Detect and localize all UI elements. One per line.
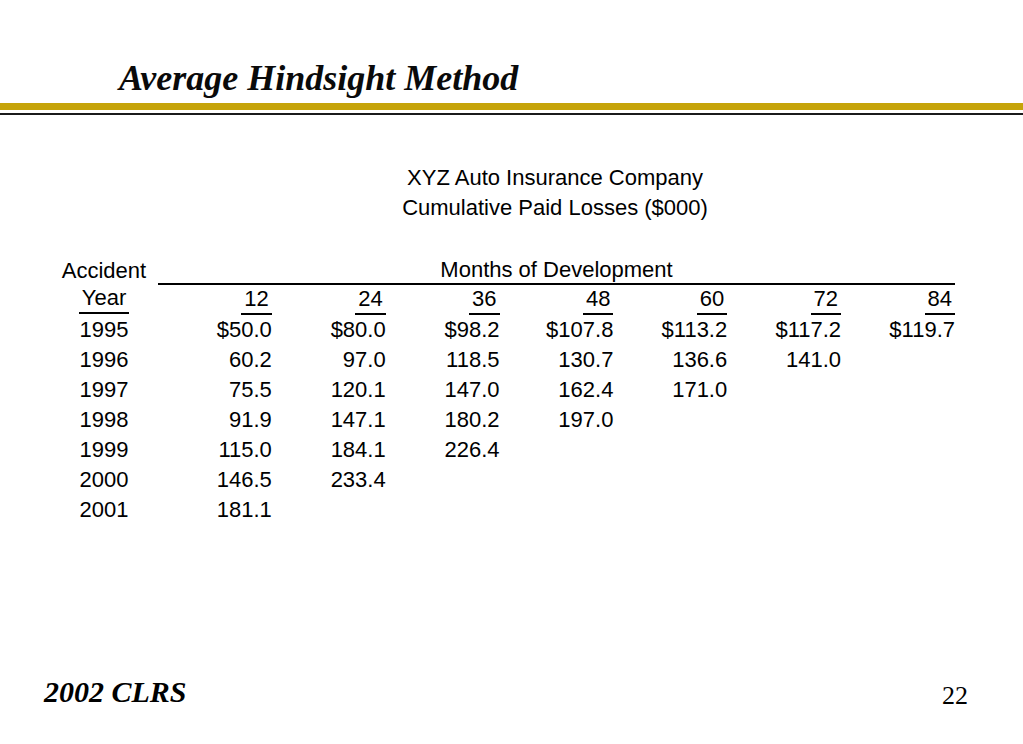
value-cell — [727, 435, 841, 465]
value-cell — [613, 435, 727, 465]
value-cell: $107.8 — [500, 315, 614, 345]
value-cell: 147.0 — [386, 375, 500, 405]
value-cell: 141.0 — [727, 345, 841, 375]
table-row: 1996 60.2 97.0 118.5 130.7 136.6 141.0 — [50, 345, 955, 375]
value-cell: $117.2 — [727, 315, 841, 345]
value-cell — [727, 405, 841, 435]
value-cell: 233.4 — [272, 465, 386, 495]
table-header-row: Year 12 24 36 48 60 72 84 — [50, 284, 955, 315]
slide: Average Hindsight Method XYZ Auto Insura… — [0, 0, 1023, 744]
value-cell — [727, 465, 841, 495]
value-cell: 115.0 — [158, 435, 272, 465]
value-cell — [727, 375, 841, 405]
table-title-line2: Cumulative Paid Losses ($000) — [88, 193, 1022, 223]
column-header-12: 12 — [158, 284, 272, 315]
value-cell — [613, 465, 727, 495]
table-row: 1998 91.9 147.1 180.2 197.0 — [50, 405, 955, 435]
column-header-60-label: 60 — [697, 286, 727, 315]
table-row: 2000 146.5 233.4 — [50, 465, 955, 495]
column-header-36: 36 — [386, 284, 500, 315]
value-cell: 171.0 — [613, 375, 727, 405]
value-cell: 180.2 — [386, 405, 500, 435]
value-cell: 226.4 — [386, 435, 500, 465]
table-row: 2001 181.1 — [50, 495, 955, 525]
year-column-header: Year — [50, 284, 158, 315]
page-number: 22 — [930, 680, 980, 712]
header-rule — [0, 113, 1023, 115]
year-cell: 1997 — [50, 375, 158, 405]
page-title: Average Hindsight Method — [119, 55, 518, 101]
column-header-48-label: 48 — [583, 286, 613, 315]
column-header-24-label: 24 — [355, 286, 385, 315]
table-title-line1: XYZ Auto Insurance Company — [88, 163, 1022, 193]
column-header-72-label: 72 — [811, 286, 841, 315]
value-cell — [272, 495, 386, 525]
value-cell: $80.0 — [272, 315, 386, 345]
gold-accent-bar — [0, 103, 1023, 110]
value-cell — [613, 405, 727, 435]
value-cell: 130.7 — [500, 345, 614, 375]
value-cell — [386, 465, 500, 495]
value-cell — [500, 465, 614, 495]
value-cell: 197.0 — [500, 405, 614, 435]
year-cell: 1996 — [50, 345, 158, 375]
column-header-60: 60 — [613, 284, 727, 315]
year-column-header-label: Year — [79, 285, 129, 314]
year-cell: 1999 — [50, 435, 158, 465]
value-cell — [500, 435, 614, 465]
value-cell: $119.7 — [841, 315, 955, 345]
loss-triangle-table: Accident Months of Development Year 12 2… — [50, 250, 955, 525]
value-cell — [841, 345, 955, 375]
column-header-12-label: 12 — [241, 286, 271, 315]
value-cell — [727, 495, 841, 525]
value-cell: 97.0 — [272, 345, 386, 375]
year-cell: 2001 — [50, 495, 158, 525]
value-cell: 146.5 — [158, 465, 272, 495]
footer-conference-label: 2002 CLRS — [44, 672, 187, 712]
table-spanner-row: Accident Months of Development — [50, 250, 955, 284]
value-cell — [613, 495, 727, 525]
accident-label: Accident — [50, 250, 158, 284]
table-row: 1995 $50.0 $80.0 $98.2 $107.8 $113.2 $11… — [50, 315, 955, 345]
value-cell: $50.0 — [158, 315, 272, 345]
value-cell: 120.1 — [272, 375, 386, 405]
value-cell: 91.9 — [158, 405, 272, 435]
value-cell: 75.5 — [158, 375, 272, 405]
value-cell — [841, 465, 955, 495]
year-cell: 2000 — [50, 465, 158, 495]
column-header-84: 84 — [841, 284, 955, 315]
value-cell — [500, 495, 614, 525]
year-cell: 1998 — [50, 405, 158, 435]
value-cell — [841, 375, 955, 405]
value-cell: 147.1 — [272, 405, 386, 435]
value-cell — [841, 495, 955, 525]
table-row: 1999 115.0 184.1 226.4 — [50, 435, 955, 465]
value-cell: 184.1 — [272, 435, 386, 465]
table-row: 1997 75.5 120.1 147.0 162.4 171.0 — [50, 375, 955, 405]
column-header-72: 72 — [727, 284, 841, 315]
value-cell — [841, 405, 955, 435]
value-cell: $98.2 — [386, 315, 500, 345]
year-cell: 1995 — [50, 315, 158, 345]
value-cell — [386, 495, 500, 525]
value-cell: $113.2 — [613, 315, 727, 345]
column-header-48: 48 — [500, 284, 614, 315]
months-of-development-header: Months of Development — [158, 250, 955, 284]
table-title-block: XYZ Auto Insurance Company Cumulative Pa… — [88, 163, 1022, 223]
value-cell: 181.1 — [158, 495, 272, 525]
value-cell: 136.6 — [613, 345, 727, 375]
value-cell — [841, 435, 955, 465]
value-cell: 118.5 — [386, 345, 500, 375]
column-header-24: 24 — [272, 284, 386, 315]
value-cell: 60.2 — [158, 345, 272, 375]
value-cell: 162.4 — [500, 375, 614, 405]
column-header-36-label: 36 — [469, 286, 499, 315]
column-header-84-label: 84 — [925, 286, 955, 315]
